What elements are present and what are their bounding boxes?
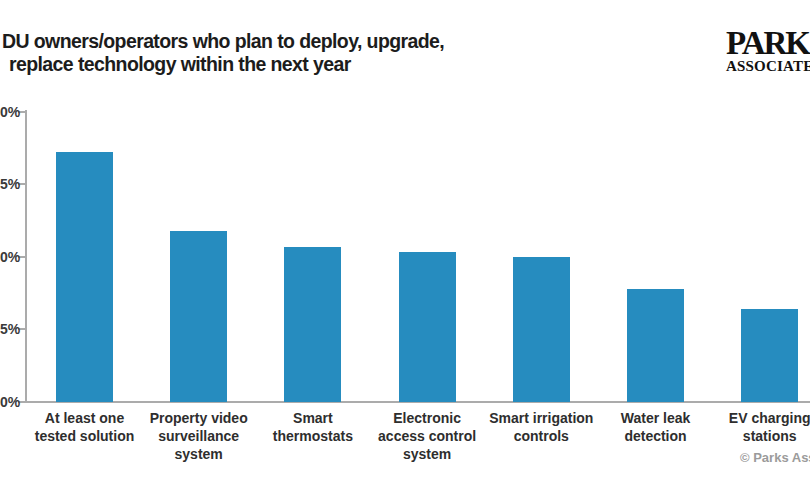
- category-label: Property video surveillance system: [135, 409, 263, 463]
- y-tick-label: 0%: [0, 249, 20, 265]
- bar-4: [399, 252, 456, 402]
- y-tick-label: 5%: [0, 321, 20, 337]
- category-label: Smart thermostats: [249, 409, 377, 445]
- chart-title: DU owners/operators who plan to deploy, …: [2, 30, 444, 76]
- category-label: Electronic access control system: [363, 409, 491, 463]
- y-tick-label: 0%: [0, 104, 20, 120]
- y-tick-label: 0%: [0, 394, 20, 410]
- category-label: EV charging stations: [706, 409, 810, 445]
- chart-title-line2: replace technology within the next year: [2, 53, 444, 76]
- bar-7: [741, 309, 798, 402]
- chart-title-line1: DU owners/operators who plan to deploy, …: [2, 30, 444, 53]
- bar-1: [56, 152, 113, 402]
- bar-3: [284, 247, 341, 402]
- bar-5: [513, 257, 570, 402]
- category-label: Smart irrigation controls: [477, 409, 605, 445]
- y-tick-label: 5%: [0, 176, 20, 192]
- copyright-note: © Parks Associates: [740, 450, 810, 465]
- bar-2: [170, 231, 227, 402]
- logo-wordmark-associates: ASSOCIATES: [726, 59, 810, 73]
- category-label: At least one tested solution: [21, 409, 149, 445]
- logo-wordmark-parks: PARKS: [726, 28, 810, 59]
- parks-associates-logo: PARKS ASSOCIATES: [726, 28, 810, 73]
- category-label: Water leak detection: [592, 409, 720, 445]
- bar-6: [627, 289, 684, 402]
